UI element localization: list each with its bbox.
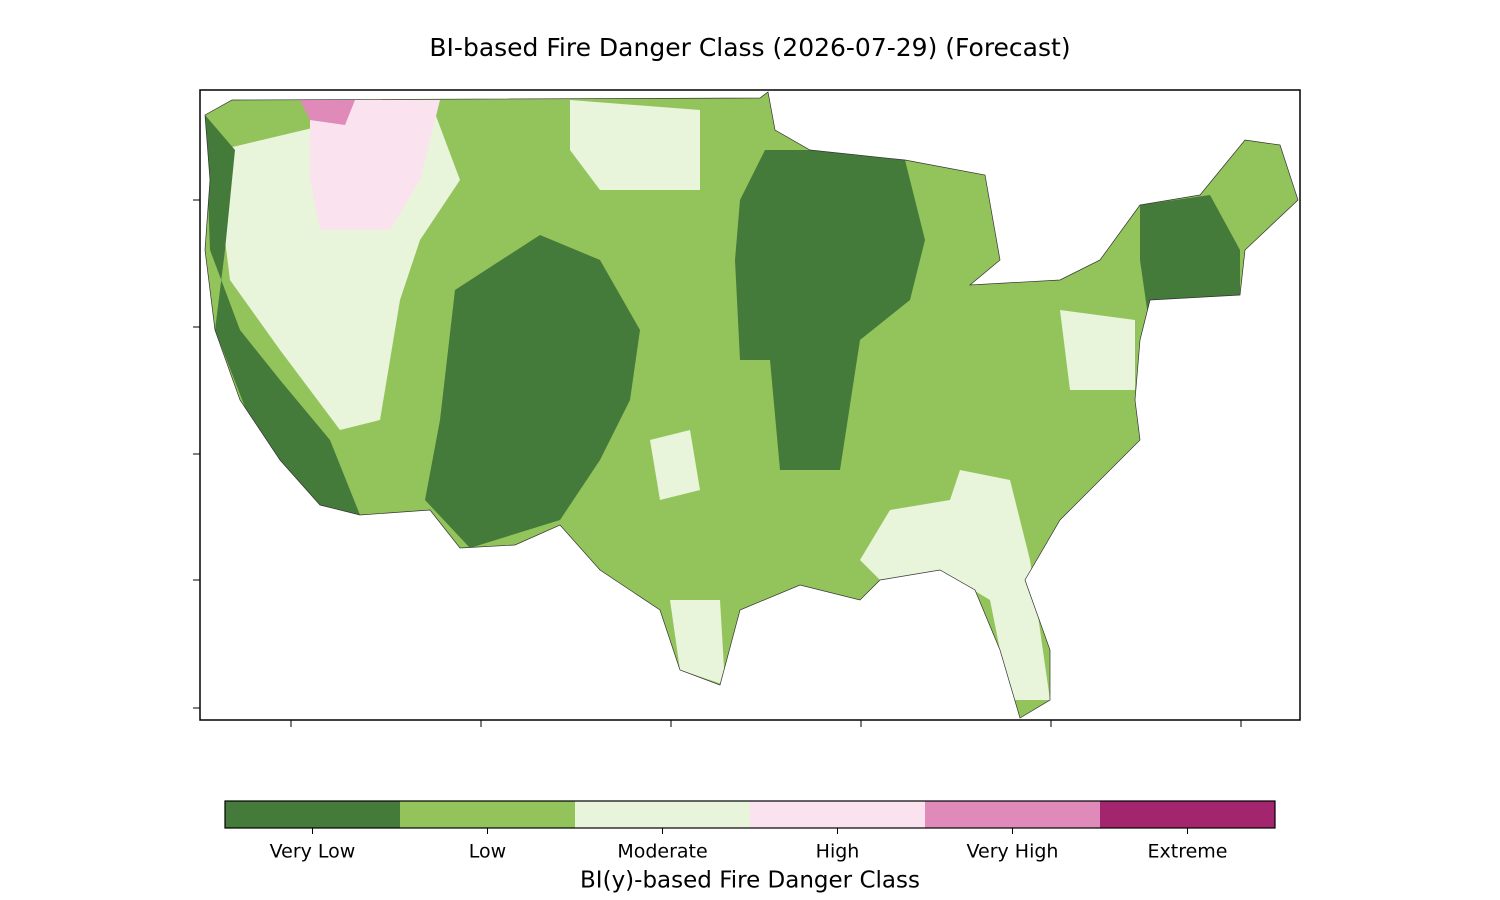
axis-ticks	[193, 199, 1242, 727]
region-moderate	[860, 470, 1050, 700]
colorbar-segment	[400, 801, 575, 828]
region-very-low	[735, 150, 925, 470]
us-outline	[204, 91, 1299, 719]
region-very-high	[300, 100, 355, 125]
map-frame	[199, 89, 1301, 721]
colorbar-label: BI(y)-based Fire Danger Class	[580, 868, 920, 894]
region-high	[310, 100, 440, 230]
colorbar-segment	[1100, 801, 1275, 828]
colorbar-segment	[750, 801, 925, 828]
region-moderate	[670, 600, 725, 685]
colorbar-tick-label: High	[816, 841, 860, 863]
map-title: BI-based Fire Danger Class (2026-07-29) …	[429, 33, 1070, 62]
region-moderate	[650, 430, 700, 500]
region-moderate	[570, 100, 700, 190]
colorbar-segment	[925, 801, 1100, 828]
colorbar-tick-label: Moderate	[617, 841, 707, 863]
colorbar-tick-label: Extreme	[1148, 841, 1228, 863]
region-very-low	[425, 235, 640, 548]
region-moderate	[1060, 310, 1135, 390]
colorbar-tick-label: Very Low	[270, 841, 356, 863]
colorbar: Very Low Low Moderate High Very High Extreme	[224, 800, 1276, 863]
colorbar-segment	[575, 801, 750, 828]
region-very-low	[205, 115, 360, 515]
colorbar-frame	[224, 800, 1276, 829]
colorbar-tick-label: Low	[469, 841, 506, 863]
colorbar-tick-label: Very High	[967, 841, 1059, 863]
map-regions	[205, 92, 1298, 718]
colorbar-segment	[225, 801, 400, 828]
